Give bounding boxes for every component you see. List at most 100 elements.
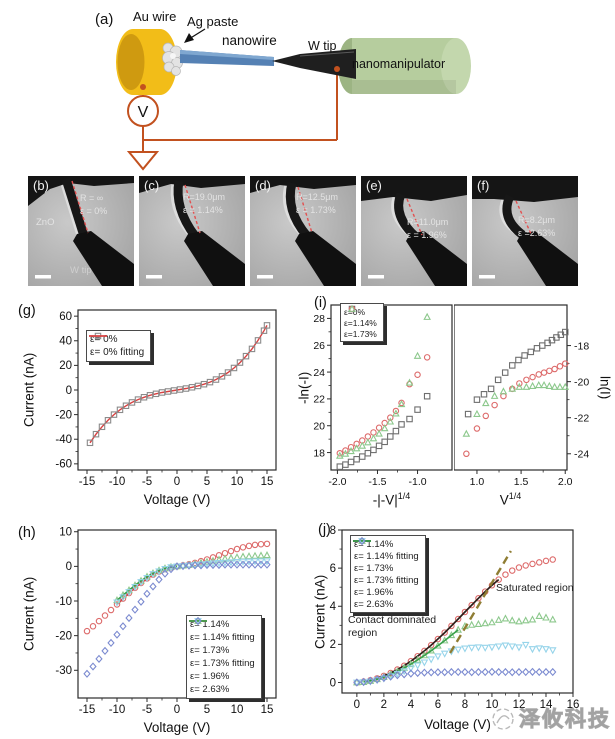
legend-entry: ε= 2.63% <box>190 616 255 696</box>
legend-entry: ε= 1.96% <box>354 538 419 598</box>
voltmeter-symbol: V <box>138 104 149 121</box>
svg-text:-20: -20 <box>55 630 72 642</box>
series-line <box>89 325 268 444</box>
svg-text:20: 20 <box>313 421 325 433</box>
svg-text:0: 0 <box>330 677 336 689</box>
radius-label: R=19.0μm <box>183 192 225 202</box>
svg-text:-15: -15 <box>79 704 96 716</box>
svg-text:-15: -15 <box>79 476 96 488</box>
svg-text:-22: -22 <box>574 413 589 425</box>
legend-entry: ε= 1.73% <box>190 616 255 657</box>
svg-text:6: 6 <box>330 563 336 575</box>
bend-guide-line <box>297 186 313 234</box>
legend-entry: ε= 1.73% fitting <box>353 540 419 586</box>
panel-label-b: (b) <box>33 178 49 193</box>
x-axis-label: -|-V|1/4 <box>372 491 411 508</box>
nanomanipulator-shape <box>338 38 471 94</box>
bend-guide-line <box>71 180 89 234</box>
chart-legend: ε= 1.14% ε= 1.14% fitting ε= 1.73% ε= 1.73%… <box>350 535 426 613</box>
svg-text:-20: -20 <box>574 376 589 388</box>
scale-bar <box>368 275 384 279</box>
w-tip-shape <box>406 231 467 286</box>
svg-text:8: 8 <box>330 525 336 537</box>
chart-annotation: Contact dominated region <box>348 614 437 639</box>
svg-text:0: 0 <box>66 561 72 573</box>
legend-entry: ε= 1.73% fitting <box>189 620 255 669</box>
svg-text:-10: -10 <box>109 476 126 488</box>
svg-text:40: 40 <box>59 336 72 348</box>
nanowire-shape <box>173 180 199 239</box>
svg-text:10: 10 <box>231 476 244 488</box>
panel-label-i: (i) <box>314 295 327 311</box>
x-axis-label: V1/4 <box>499 491 522 508</box>
strain-label: ε = 1.96% <box>407 230 447 240</box>
w-tip-shape <box>272 49 356 79</box>
series-line <box>449 550 512 654</box>
radius-label: R=11.0μm <box>407 217 449 227</box>
svg-text:-1.0: -1.0 <box>408 476 426 488</box>
contact-dot-left <box>140 84 146 90</box>
svg-text:22: 22 <box>313 394 325 406</box>
series-line <box>363 578 500 683</box>
chart-iv-unstrained: (g) -15 -10 -5 0 5 10 15 -60 -40 -20 0 20 40 60 Voltag… <box>15 298 303 516</box>
legend-entry: ε= 1.14% fitting <box>189 620 255 643</box>
sem-image-d: (d) R=12.5μm ε = 1.73% <box>250 176 356 286</box>
x-axis-label: Voltage (V) <box>143 492 211 507</box>
svg-text:4: 4 <box>408 699 415 711</box>
svg-text:-10: -10 <box>109 704 126 716</box>
sem-image-b: (b) R = ∞ ε = 0% ZnO W tip <box>28 176 134 286</box>
svg-text:5: 5 <box>204 704 210 716</box>
strain-label: ε =2.63% <box>518 228 556 238</box>
zno-label: ZnO <box>36 217 55 228</box>
panel-label-f: (f) <box>477 178 490 193</box>
strain-label: ε = 0% <box>80 206 108 216</box>
watermark-logo-icon <box>492 708 514 730</box>
svg-text:-10: -10 <box>55 596 72 608</box>
svg-text:20: 20 <box>59 360 72 372</box>
svg-text:2: 2 <box>381 699 387 711</box>
svg-text:5: 5 <box>204 476 210 488</box>
svg-text:-5: -5 <box>142 476 152 488</box>
chart-legend: ε=0% ε=1.14% ε=1.73% <box>340 303 384 342</box>
svg-text:12: 12 <box>513 699 526 711</box>
sem-canvas <box>361 176 467 286</box>
radius-label: R = ∞ <box>80 193 104 203</box>
legend-entry: ε= 2.63% <box>354 536 419 610</box>
svg-text:-30: -30 <box>55 665 72 677</box>
legend-entry: ε= 1.73% <box>354 536 419 574</box>
svg-text:14: 14 <box>540 699 553 711</box>
svg-text:15: 15 <box>261 476 274 488</box>
svg-text:16: 16 <box>567 699 580 711</box>
w-tip-shape <box>73 231 134 286</box>
chart-saturation: (j) 0 2 4 6 8 10 12 14 16 0 2 4 6 8 Voltage (V) Current… <box>310 518 615 739</box>
svg-text:-1.5: -1.5 <box>368 476 386 488</box>
svg-text:15: 15 <box>261 704 274 716</box>
chart-iv-strained: (h) -15 -10 -5 0 5 10 15 -30 -20 -10 0 10 Voltage (V… <box>15 520 303 739</box>
svg-text:10: 10 <box>486 699 499 711</box>
svg-text:2.0: 2.0 <box>558 476 573 488</box>
svg-text:-24: -24 <box>574 449 589 461</box>
panel-label-g: (g) <box>18 303 36 319</box>
legend-entry: ε=1.73% <box>344 304 377 339</box>
radius-label: R=12.5μm <box>296 192 338 202</box>
ag-paste-arrow <box>184 28 206 43</box>
bend-guide-line <box>184 184 201 234</box>
sem-canvas <box>139 176 245 286</box>
contact-dot-right <box>334 66 340 72</box>
svg-text:-18: -18 <box>574 340 589 352</box>
ag-paste-shape <box>162 42 183 76</box>
svg-text:-60: -60 <box>55 459 72 471</box>
scale-bar <box>257 275 273 279</box>
nanowire-shape <box>180 50 274 66</box>
voltmeter-circle <box>127 95 159 127</box>
panel-label-d: (d) <box>255 178 271 193</box>
panel-label-c: (c) <box>144 178 160 193</box>
bend-guide-line <box>406 198 423 236</box>
svg-text:-20: -20 <box>55 409 72 421</box>
svg-text:18: 18 <box>313 447 325 459</box>
schematic-diagram: V (a) Au wire Ag paste nanowire W tip na… <box>95 9 471 171</box>
w-tip-label-sem: W tip <box>70 265 92 276</box>
au-wire-label: Au wire <box>133 9 176 24</box>
svg-text:28: 28 <box>313 313 325 325</box>
legend-entry: ε=1.14% <box>344 305 377 328</box>
